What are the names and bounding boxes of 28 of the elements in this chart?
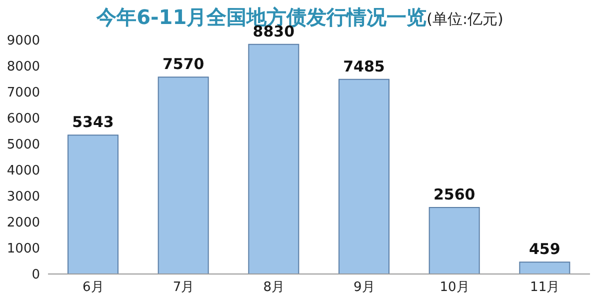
y-tick-label: 1000 bbox=[6, 242, 40, 257]
y-tick-label: 0 bbox=[32, 268, 40, 283]
data-label: 7570 bbox=[162, 55, 204, 74]
bar bbox=[428, 206, 480, 274]
y-tick-label: 8000 bbox=[6, 60, 40, 75]
x-tick-label: 9月 bbox=[354, 280, 375, 296]
y-tick-label: 9000 bbox=[6, 34, 40, 49]
bar bbox=[248, 44, 300, 274]
bar bbox=[68, 134, 118, 274]
data-label: 459 bbox=[529, 240, 560, 258]
x-tick-label: 10月 bbox=[440, 280, 470, 296]
bar bbox=[158, 76, 209, 274]
x-tick-label: 8月 bbox=[263, 280, 284, 296]
x-tick-label: 6月 bbox=[82, 280, 104, 296]
y-tick-label: 7000 bbox=[6, 86, 40, 101]
x-tick-label: 7月 bbox=[172, 280, 194, 296]
chart-subtitle: (单位:亿元) bbox=[426, 10, 504, 28]
y-tick-label: 2000 bbox=[6, 216, 40, 231]
data-label: 5343 bbox=[72, 113, 114, 132]
bar bbox=[338, 78, 390, 274]
y-tick-label: 3000 bbox=[6, 190, 40, 205]
x-tick-label: 11月 bbox=[530, 280, 560, 296]
y-tick-label: 4000 bbox=[6, 164, 40, 179]
y-tick-label: 5000 bbox=[6, 138, 40, 153]
data-label: 7485 bbox=[343, 57, 385, 76]
bar bbox=[519, 262, 570, 274]
y-tick-label: 6000 bbox=[6, 112, 40, 127]
data-label: 2560 bbox=[433, 185, 476, 204]
